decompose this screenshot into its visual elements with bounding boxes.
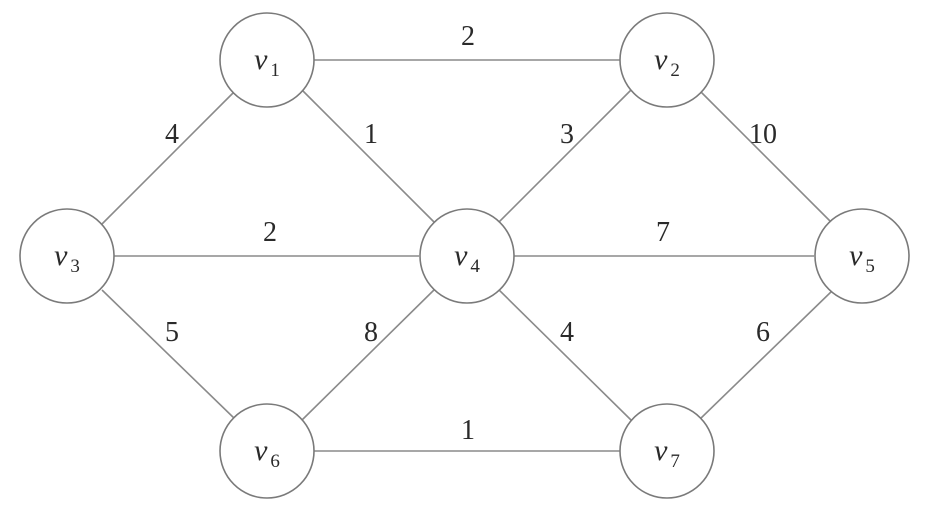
node-subscript: 4 <box>470 256 480 277</box>
edge-weight-v4-v7: 4 <box>560 317 574 348</box>
node-var: v <box>454 239 468 272</box>
node-var: v <box>849 239 863 272</box>
edge-weights: 2 4 1 3 10 2 7 5 8 4 6 1 <box>165 21 777 446</box>
edge-v1-v3 <box>101 89 237 225</box>
node-circle <box>19 208 115 304</box>
edge-v1-v4 <box>301 89 438 226</box>
node-subscript: 5 <box>865 256 875 277</box>
edge-v4-v6 <box>301 286 438 421</box>
node-subscript: 2 <box>670 60 680 81</box>
node-subscript: 1 <box>270 60 280 81</box>
node-circle <box>219 403 315 499</box>
edge-lines <box>101 59 834 452</box>
edge-v4-v7 <box>495 286 632 421</box>
edge-weight-v4-v5: 7 <box>656 217 670 248</box>
node-circle <box>814 208 910 304</box>
edge-weight-v3-v4: 2 <box>263 217 277 248</box>
node-var: v <box>654 43 668 76</box>
edge-v3-v6 <box>101 289 237 421</box>
node-subscript: 6 <box>270 451 280 472</box>
node-var: v <box>654 434 668 467</box>
edge-weight-v1-v3: 4 <box>165 119 179 150</box>
node-circle <box>619 12 715 108</box>
node-circle <box>219 12 315 108</box>
node-subscript: 7 <box>670 451 680 472</box>
edge-weight-v4-v6: 8 <box>364 317 378 348</box>
node-circle <box>619 403 715 499</box>
edge-weight-v6-v7: 1 <box>461 415 475 446</box>
edge-weight-v3-v6: 5 <box>165 317 179 348</box>
edge-weight-v5-v7: 6 <box>756 317 770 348</box>
edge-weight-v2-v4: 3 <box>560 119 574 150</box>
edge-v5-v7 <box>698 289 834 421</box>
node-circle <box>419 208 515 304</box>
edge-weight-v1-v2: 2 <box>461 21 475 52</box>
node-var: v <box>254 434 268 467</box>
edge-weight-v1-v4: 1 <box>364 119 378 150</box>
node-var: v <box>254 43 268 76</box>
node-var: v <box>54 239 68 272</box>
edge-weight-v2-v5: 10 <box>749 119 777 150</box>
edge-v2-v4 <box>495 89 632 226</box>
node-subscript: 3 <box>70 256 80 277</box>
edge-v2-v5 <box>698 89 834 225</box>
